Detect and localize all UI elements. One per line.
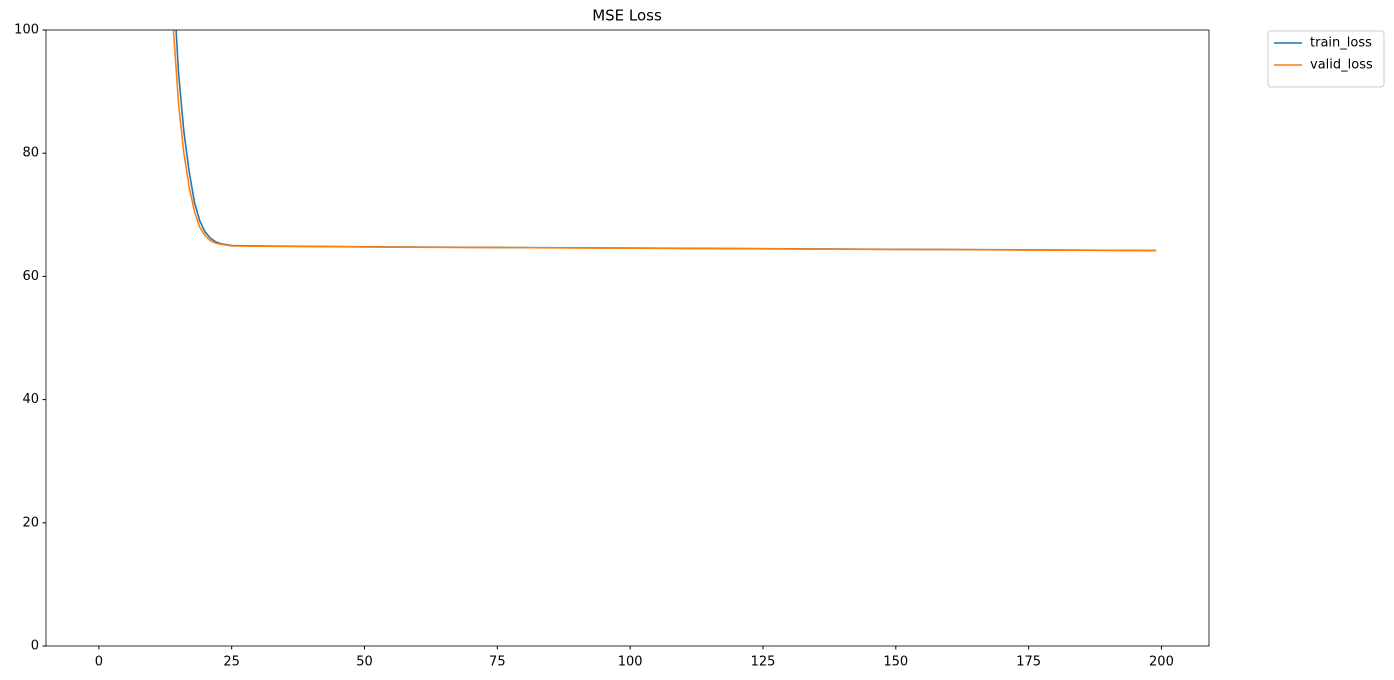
chart-title: MSE Loss [592,7,662,25]
y-tick-label: 0 [31,639,39,654]
plot-area [172,30,1157,252]
x-tick-label: 50 [356,655,373,670]
legend-label: valid_loss [1310,58,1373,73]
series-line [175,30,1157,252]
y-tick-label: 80 [22,146,39,161]
series-line [172,30,1157,252]
x-tick-label: 25 [223,655,240,670]
x-tick-label: 75 [489,655,506,670]
legend-box [1267,30,1385,88]
x-tick-label: 100 [618,655,643,670]
x-tick-label: 175 [1016,655,1041,670]
x-tick-label: 0 [95,655,103,670]
x-tick-label: 125 [751,655,776,670]
plot-frame [45,29,1210,647]
y-tick-label: 40 [22,392,39,407]
y-tick-label: 100 [14,23,39,38]
x-tick-label: 150 [883,655,908,670]
x-tick-label: 200 [1149,655,1174,670]
y-tick-label: 20 [22,515,39,530]
legend-label: train_loss [1310,36,1372,51]
y-tick-label: 60 [22,269,39,284]
